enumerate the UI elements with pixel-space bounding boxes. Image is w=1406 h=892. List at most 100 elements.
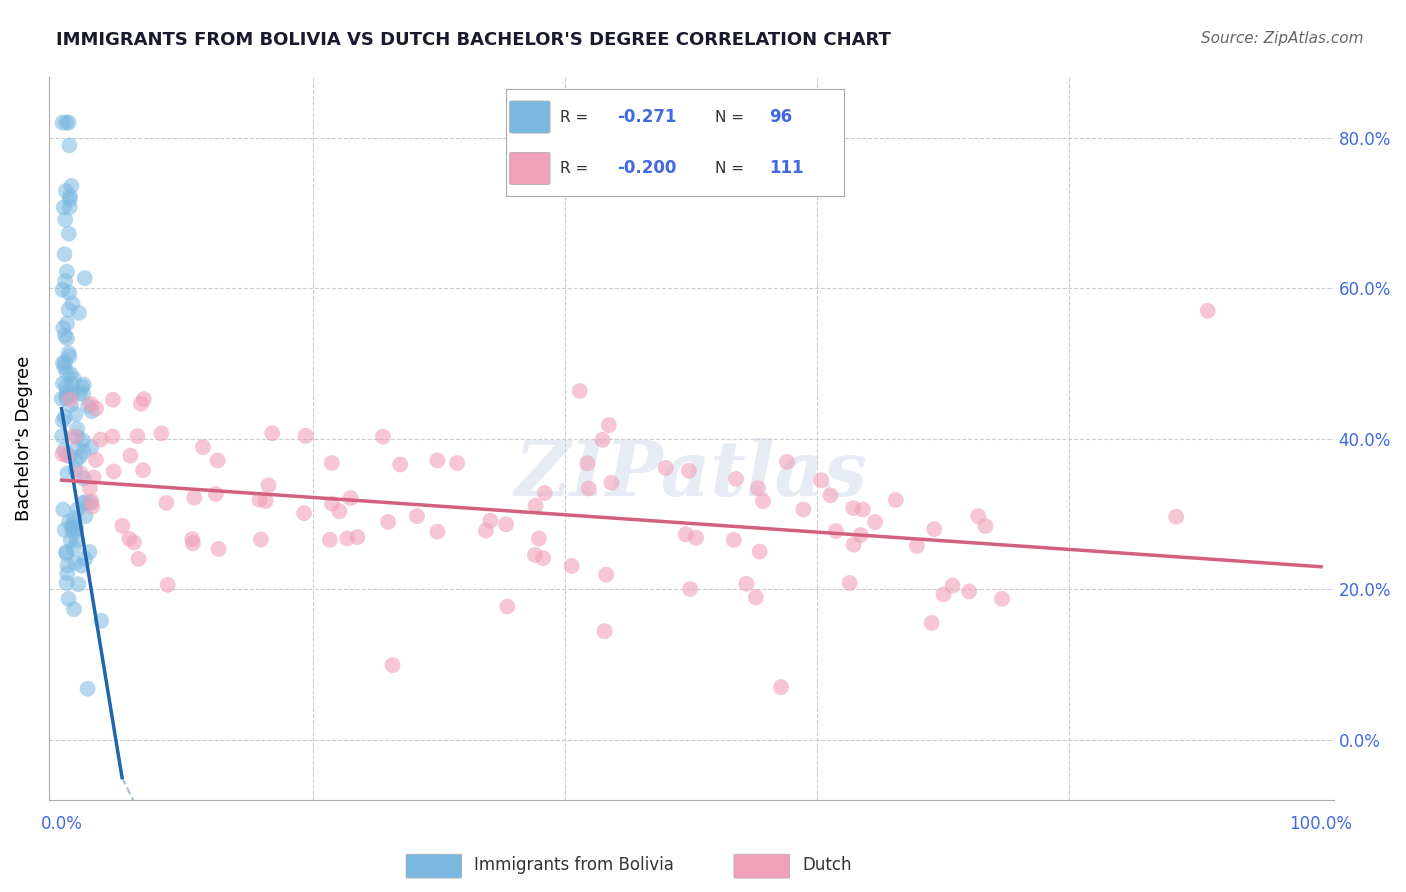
Point — [967, 509, 990, 524]
Point — [60, 377, 83, 392]
Text: Immigrants from Bolivia: Immigrants from Bolivia — [474, 856, 673, 874]
Point — [75, 551, 97, 566]
Text: IMMIGRANTS FROM BOLIVIA VS DUTCH BACHELOR'S DEGREE CORRELATION CHART: IMMIGRANTS FROM BOLIVIA VS DUTCH BACHELO… — [56, 31, 891, 49]
Point — [82, 500, 104, 514]
Point — [101, 429, 124, 443]
Point — [56, 264, 79, 278]
Point — [792, 502, 814, 516]
Point — [65, 463, 87, 477]
Point — [53, 247, 76, 261]
Point — [150, 426, 173, 441]
Point — [254, 494, 277, 508]
Point — [838, 576, 860, 591]
Point — [62, 296, 84, 310]
Text: R =: R = — [560, 161, 588, 176]
Point — [957, 584, 980, 599]
Point — [377, 515, 399, 529]
Point — [73, 496, 96, 510]
Point — [58, 346, 80, 360]
Point — [207, 453, 229, 467]
Point — [58, 449, 80, 463]
Point — [72, 434, 94, 448]
Point — [55, 115, 77, 129]
Point — [426, 453, 449, 467]
Point — [77, 399, 100, 413]
Point — [52, 200, 75, 214]
Point — [67, 577, 90, 591]
Point — [66, 533, 89, 548]
Point — [524, 499, 547, 513]
Point — [600, 475, 623, 490]
FancyBboxPatch shape — [734, 855, 790, 878]
Point — [941, 578, 963, 592]
Text: R =: R = — [560, 110, 588, 125]
Text: 96: 96 — [769, 108, 793, 126]
Point — [745, 591, 768, 605]
Point — [495, 517, 517, 532]
Point — [59, 533, 82, 548]
Point — [56, 566, 79, 581]
Point — [533, 486, 555, 500]
Point — [51, 392, 73, 406]
Point — [120, 449, 142, 463]
Point — [852, 502, 875, 516]
Point — [250, 533, 273, 547]
Point — [446, 456, 468, 470]
Text: 111: 111 — [769, 160, 804, 178]
Point — [58, 302, 80, 317]
Point — [132, 392, 155, 406]
Point — [884, 492, 907, 507]
Point — [72, 386, 94, 401]
Point — [60, 523, 83, 537]
Point — [52, 414, 75, 428]
Point — [63, 602, 86, 616]
Point — [747, 481, 769, 495]
Point — [679, 582, 702, 596]
Point — [79, 545, 101, 559]
Point — [1166, 509, 1188, 524]
Point — [678, 464, 700, 478]
Point — [62, 521, 84, 535]
FancyBboxPatch shape — [509, 101, 550, 133]
Point — [122, 535, 145, 549]
Point — [80, 494, 103, 508]
Point — [339, 491, 361, 505]
Point — [593, 624, 616, 639]
Point — [58, 285, 80, 300]
Point — [292, 506, 315, 520]
Text: N =: N = — [716, 110, 744, 125]
Point — [53, 212, 76, 227]
Point — [53, 523, 76, 537]
Point — [84, 452, 107, 467]
Point — [675, 527, 697, 541]
Point — [598, 418, 620, 433]
Text: 100.0%: 100.0% — [1289, 815, 1353, 833]
Point — [111, 519, 134, 533]
Text: N =: N = — [716, 161, 744, 176]
Point — [381, 658, 404, 673]
Y-axis label: Bachelor's Degree: Bachelor's Degree — [15, 356, 32, 522]
Point — [101, 392, 124, 407]
Point — [63, 541, 86, 555]
Point — [1197, 303, 1219, 318]
Point — [576, 456, 599, 470]
Point — [56, 331, 79, 345]
Point — [53, 360, 76, 375]
Point — [73, 271, 96, 285]
FancyBboxPatch shape — [406, 855, 461, 878]
Point — [863, 515, 886, 529]
Point — [55, 391, 77, 405]
Point — [735, 576, 758, 591]
Point — [725, 472, 748, 486]
Point — [842, 538, 865, 552]
Point — [321, 497, 343, 511]
Text: -0.271: -0.271 — [617, 108, 678, 126]
Point — [80, 397, 103, 411]
Point — [132, 463, 155, 477]
Point — [90, 433, 112, 447]
Point — [932, 587, 955, 601]
Point — [321, 456, 343, 470]
Point — [371, 430, 394, 444]
Point — [849, 528, 872, 542]
Point — [595, 567, 617, 582]
